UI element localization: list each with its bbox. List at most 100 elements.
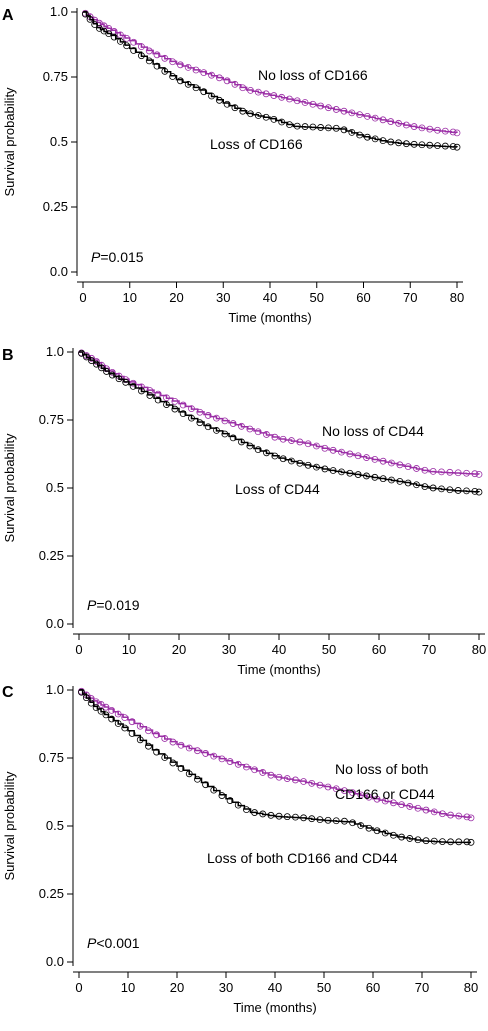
censor-marker (246, 442, 254, 450)
censor-marker (429, 484, 437, 492)
y-axis-title: Survival probability (2, 433, 17, 543)
censor-marker (453, 129, 461, 137)
censor-marker (184, 80, 192, 88)
censor-marker (263, 449, 270, 457)
censor-marker (196, 419, 204, 427)
censor-marker (262, 113, 270, 121)
censor-marker (418, 124, 426, 132)
panel-letter: A (2, 7, 14, 24)
censor-marker (223, 77, 231, 85)
x-tick-label: 20 (172, 642, 186, 657)
censor-marker (210, 786, 218, 794)
censor-marker (145, 727, 152, 735)
censor-marker (93, 360, 100, 368)
censor-marker (406, 835, 414, 842)
censor-marker (293, 97, 301, 105)
censor-marker (271, 452, 279, 460)
censor-marker (215, 96, 223, 104)
censor-marker (171, 397, 179, 405)
censor-marker (179, 410, 187, 418)
y-tick-label: 0.0 (46, 954, 64, 969)
censor-marker (398, 801, 405, 809)
censor-marker (194, 775, 201, 783)
y-tick-label: 0.75 (39, 750, 64, 765)
censor-marker (229, 420, 237, 427)
x-tick-label: 30 (222, 642, 236, 657)
censor-marker (246, 425, 254, 433)
censor-marker (123, 34, 131, 42)
censor-marker (136, 722, 144, 730)
censor-marker (371, 455, 379, 463)
censor-marker (192, 66, 200, 74)
censor-marker (404, 479, 412, 487)
label-loss: Loss of both CD166 and CD44 (207, 850, 398, 866)
censor-marker (471, 487, 479, 495)
panel-A: A 0.0 0.25 0.5 0.75 1.0 0 10 20 30 40 50 60 70 80 Time … (2, 4, 464, 325)
censor-marker (471, 470, 479, 478)
censor-marker (325, 104, 332, 112)
series-no-loss (81, 9, 461, 137)
x-tick-label: 0 (79, 290, 86, 305)
censor-marker (398, 833, 405, 841)
censor-marker (161, 67, 169, 75)
label-loss: Loss of CD44 (235, 481, 320, 497)
censor-marker (231, 80, 239, 88)
censor-marker (301, 99, 309, 106)
label-no-loss: No loss of CD44 (322, 423, 424, 439)
censor-marker (185, 770, 193, 778)
survival-curve (79, 351, 480, 475)
censor-marker (467, 814, 475, 822)
censor-marker (396, 477, 404, 485)
x-tick-label: 0 (75, 980, 82, 995)
censor-marker (153, 51, 161, 59)
x-tick-label: 60 (366, 980, 380, 995)
censor-marker (82, 694, 90, 702)
censor-marker (283, 813, 291, 821)
censor-marker (138, 387, 145, 395)
censor-marker (210, 752, 218, 760)
censor-marker (226, 797, 234, 804)
censor-marker (184, 64, 192, 71)
censor-marker (171, 405, 179, 413)
censor-marker (406, 803, 414, 810)
censor-marker (354, 452, 362, 460)
censor-marker (357, 822, 365, 829)
censor-marker (296, 438, 304, 446)
censor-marker (356, 111, 364, 119)
survival-curve (79, 689, 471, 844)
censor-marker (379, 137, 387, 145)
p-symbol: P (87, 597, 97, 613)
censor-marker (91, 21, 99, 28)
x-tick-label: 20 (170, 980, 184, 995)
y-axis-title: Survival probability (2, 87, 17, 197)
censor-marker (286, 121, 293, 128)
censor-marker (455, 838, 463, 846)
censor-marker (278, 118, 286, 126)
censor-marker (221, 430, 229, 438)
censor-marker (88, 354, 95, 362)
censor-marker (402, 140, 410, 148)
censor-marker (218, 792, 226, 799)
censor-marker (108, 715, 116, 723)
censor-marker (234, 801, 242, 809)
censor-marker (410, 123, 418, 130)
censor-marker (239, 84, 247, 92)
y-tick-label: 0.25 (43, 199, 68, 214)
censor-marker (243, 806, 250, 814)
censor-marker (338, 468, 345, 476)
censor-marker (138, 52, 145, 60)
panel-B: B 0.0 0.25 0.5 0.75 1.0 0 10 20 30 40 50 60 70 80 Time … (2, 344, 486, 677)
panel-letter: B (2, 347, 14, 364)
y-tick-label: 1.0 (50, 4, 68, 19)
censor-marker (267, 811, 275, 819)
censor-marker (247, 110, 254, 118)
censor-marker (308, 779, 316, 787)
censor-marker (301, 123, 309, 130)
censor-marker (313, 442, 320, 450)
y-tick-label: 0.5 (46, 480, 64, 495)
censor-marker (196, 408, 204, 416)
censor-marker (185, 744, 193, 752)
x-tick-label: 80 (464, 980, 478, 995)
censor-marker (373, 795, 381, 803)
